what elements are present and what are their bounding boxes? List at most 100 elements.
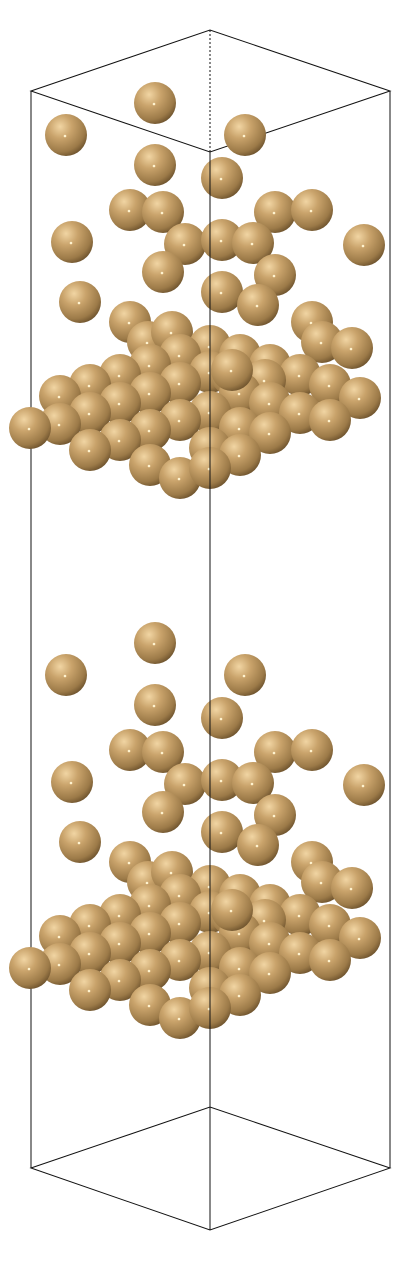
upper-slab — [9, 325, 381, 499]
atom-specular — [177, 959, 181, 963]
atom — [134, 684, 176, 726]
atom-specular — [57, 935, 61, 939]
atom-specular — [69, 241, 73, 245]
atom — [201, 697, 243, 739]
atom — [9, 407, 51, 449]
atom — [343, 224, 385, 266]
atom — [45, 114, 87, 156]
atom-specular — [63, 674, 67, 678]
atom — [211, 889, 253, 931]
atom-specular — [219, 177, 223, 181]
atom-specular — [63, 134, 67, 138]
atom-specular — [262, 379, 266, 383]
atom-specular — [152, 704, 156, 708]
atom-specular — [309, 209, 313, 213]
atom-specular — [87, 412, 91, 416]
atom-specular — [177, 382, 181, 386]
atom — [254, 731, 296, 773]
atom — [224, 654, 266, 696]
atom-specular — [229, 369, 233, 373]
atom-specular — [127, 749, 131, 753]
atom-specular — [77, 301, 81, 305]
atom-specular — [127, 861, 131, 865]
atom — [69, 429, 111, 471]
atom-specular — [160, 271, 164, 275]
atom-specular — [145, 341, 149, 345]
atom — [291, 729, 333, 771]
atom-specular — [77, 841, 81, 845]
atom-specular — [177, 894, 181, 898]
atom-specular — [177, 354, 181, 358]
atom-specular — [87, 384, 91, 388]
atom-specular — [152, 102, 156, 106]
atom-specular — [267, 942, 271, 946]
atom-specular — [272, 814, 276, 818]
atom-specular — [219, 717, 223, 721]
atom-specular — [327, 419, 331, 423]
atom-specular — [117, 979, 121, 983]
atom-specular — [87, 952, 91, 956]
atom-specular — [219, 831, 223, 835]
atom — [237, 284, 279, 326]
atom-specular — [250, 242, 254, 246]
atom-specular — [357, 937, 361, 941]
atom — [237, 824, 279, 866]
atom-specular — [127, 321, 131, 325]
atom-specular — [69, 781, 73, 785]
atom-specular — [309, 321, 313, 325]
atom-specular — [319, 881, 323, 885]
atom-specular — [237, 427, 241, 431]
atom-specular — [169, 331, 173, 335]
atom-specular — [242, 674, 246, 678]
atom-specular — [145, 881, 149, 885]
atom-specular — [297, 914, 301, 918]
atom — [109, 729, 151, 771]
atom-specular — [361, 784, 365, 788]
atom-specular — [87, 989, 91, 993]
atom-specular — [87, 924, 91, 928]
atom-specular — [219, 239, 223, 243]
atom-specular — [147, 969, 151, 973]
atom-specular — [57, 963, 61, 967]
atom — [201, 271, 243, 313]
atom-specular — [147, 1004, 151, 1008]
atom — [142, 191, 184, 233]
atom — [9, 947, 51, 989]
atom-specular — [219, 291, 223, 295]
atom — [51, 221, 93, 263]
atom — [51, 761, 93, 803]
atom — [331, 867, 373, 909]
atom-specular — [309, 749, 313, 753]
atom-specular — [267, 972, 271, 976]
atom-specular — [361, 244, 365, 248]
atom-specular — [117, 439, 121, 443]
atom — [343, 764, 385, 806]
atom — [232, 222, 274, 264]
atom-specular — [242, 134, 246, 138]
atom — [201, 219, 243, 261]
atom — [309, 399, 351, 441]
atom-specular — [319, 341, 323, 345]
atom-specular — [349, 347, 353, 351]
atom-specular — [57, 423, 61, 427]
atom-specular — [297, 412, 301, 416]
lower-periodic-image — [9, 622, 385, 1039]
atom-specular — [237, 994, 241, 998]
atom-specular — [87, 449, 91, 453]
atom — [69, 969, 111, 1011]
atom-specular — [147, 464, 151, 468]
atom-specular — [357, 397, 361, 401]
atom-specular — [177, 477, 181, 481]
atom-specular — [147, 429, 151, 433]
atom-specular — [177, 1017, 181, 1021]
upper-periodic-image — [9, 82, 385, 499]
atom — [249, 952, 291, 994]
atom-specular — [147, 364, 151, 368]
atom — [201, 811, 243, 853]
atom-specular — [160, 211, 164, 215]
atom — [109, 189, 151, 231]
atom — [134, 82, 176, 124]
atom — [232, 762, 274, 804]
atom-specular — [349, 887, 353, 891]
